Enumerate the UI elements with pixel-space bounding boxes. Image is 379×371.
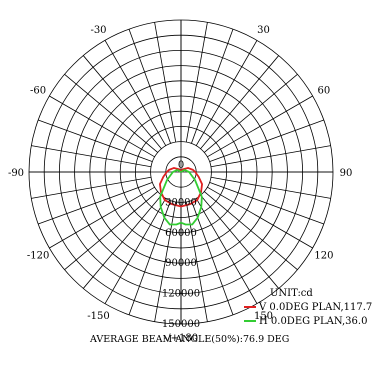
radial-label: 90000 bbox=[165, 258, 197, 269]
angle-labels: -/+180 150 -150 120 -120 90 -90 60 -60 30 -30 bbox=[8, 25, 352, 344]
grid-spoke bbox=[204, 191, 298, 271]
angle-label: -150 bbox=[87, 311, 109, 322]
grid-spoke bbox=[128, 200, 171, 315]
radial-label: 60000 bbox=[165, 228, 197, 239]
grid-spoke bbox=[31, 145, 152, 168]
grid-spoke bbox=[200, 55, 280, 149]
grid-spoke bbox=[128, 29, 171, 144]
grid-spoke bbox=[64, 73, 158, 153]
unit-label: UNIT:cd bbox=[270, 288, 313, 299]
angle-label: 120 bbox=[314, 251, 333, 262]
grid-spoke bbox=[185, 201, 208, 322]
angle-label: 150 bbox=[254, 311, 273, 322]
radial-label: 0 bbox=[178, 160, 184, 171]
grid-spoke bbox=[38, 119, 153, 162]
grid-spoke bbox=[204, 73, 298, 153]
grid-spoke bbox=[195, 40, 258, 146]
radial-label: 150000 bbox=[162, 319, 200, 330]
grid-spoke bbox=[200, 195, 280, 289]
average-beam-angle-label: AVERAGE BEAM ANGLE(50%):76.9 DEG bbox=[89, 334, 289, 345]
angle-label: -120 bbox=[27, 251, 49, 262]
grid-spoke bbox=[210, 145, 331, 168]
grid-spoke bbox=[82, 195, 162, 289]
radial-labels: 0 30000 60000 90000 120000 150000 bbox=[162, 160, 200, 330]
grid-spoke bbox=[104, 40, 167, 146]
grid-spoke bbox=[185, 22, 208, 143]
grid-spoke bbox=[82, 55, 162, 149]
polar-grid bbox=[28, 19, 334, 325]
angle-label: -90 bbox=[8, 168, 24, 179]
grid-spoke bbox=[207, 95, 313, 158]
grid-spoke bbox=[209, 182, 324, 225]
radial-label: 30000 bbox=[165, 197, 197, 208]
grid-spoke bbox=[64, 191, 158, 271]
angle-label: 60 bbox=[318, 86, 331, 97]
angle-label: -30 bbox=[90, 25, 106, 36]
grid-spoke bbox=[191, 29, 234, 144]
grid-spoke bbox=[31, 176, 152, 199]
grid-spoke bbox=[38, 182, 153, 225]
grid-spoke bbox=[209, 119, 324, 162]
angle-label: 30 bbox=[257, 25, 270, 36]
grid-spoke bbox=[154, 22, 177, 143]
angle-label: -/+180 bbox=[164, 333, 198, 344]
legend-entry: H 0.0DEG PLAN,36.0 bbox=[259, 316, 367, 327]
radial-label: 120000 bbox=[162, 289, 200, 300]
angle-label: -60 bbox=[30, 86, 46, 97]
series-curve-1 bbox=[159, 167, 203, 208]
polar-series bbox=[159, 167, 203, 226]
series-curve-2 bbox=[159, 169, 203, 226]
grid-spoke bbox=[195, 198, 258, 304]
grid-spoke bbox=[207, 186, 313, 249]
legend-entry: V 0.0DEG PLAN,117.7 bbox=[258, 302, 372, 313]
grid-spoke bbox=[104, 198, 167, 304]
grid-spoke bbox=[210, 176, 331, 199]
grid-spoke bbox=[191, 200, 234, 315]
legend: UNIT:cd V 0.0DEG PLAN,117.7 H 0.0DEG PLAN,… bbox=[244, 288, 372, 327]
grid-spoke bbox=[49, 95, 155, 158]
grid-spoke bbox=[49, 186, 155, 249]
angle-label: 90 bbox=[340, 168, 353, 179]
grid-spoke bbox=[154, 201, 177, 322]
